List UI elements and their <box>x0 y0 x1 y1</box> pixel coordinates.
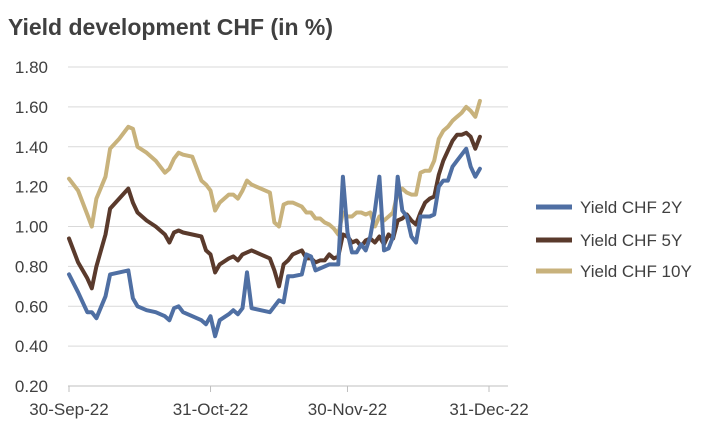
x-tick-label: 30-Nov-22 <box>308 400 387 419</box>
legend: Yield CHF 2Y Yield CHF 5Y Yield CHF 10Y <box>536 198 692 281</box>
y-tick-label: 0.80 <box>15 257 48 276</box>
y-tick-label: 0.40 <box>15 337 48 356</box>
y-tick-label: 0.60 <box>15 297 48 316</box>
y-axis-tick-labels: 1.80 1.60 1.40 1.20 1.00 0.80 0.60 0.40 0.20 <box>15 58 48 396</box>
series-lines <box>67 98 482 339</box>
y-tick-label: 1.80 <box>15 58 48 77</box>
y-tick-label: 1.60 <box>15 98 48 117</box>
x-tick-label: 31-Oct-22 <box>173 400 249 419</box>
series-line-yield-chf-2y <box>67 146 482 339</box>
gridlines <box>68 66 508 347</box>
legend-label: Yield CHF 5Y <box>580 231 682 250</box>
legend-label: Yield CHF 2Y <box>580 198 682 217</box>
chart-title: Yield development CHF (in %) <box>8 14 334 40</box>
x-axis-tick-labels: 30-Sep-22 31-Oct-22 30-Nov-22 31-Dec-22 <box>29 400 528 419</box>
y-tick-label: 1.00 <box>15 218 48 237</box>
x-tick-label: 31-Dec-22 <box>449 400 528 419</box>
axes <box>68 385 508 392</box>
y-tick-label: 1.20 <box>15 178 48 197</box>
series-line-yield-chf-10y <box>67 98 482 237</box>
y-tick-label: 1.40 <box>15 138 48 157</box>
legend-label: Yield CHF 10Y <box>580 262 692 281</box>
y-tick-label: 0.20 <box>15 377 48 396</box>
x-tick-label: 30-Sep-22 <box>29 400 108 419</box>
